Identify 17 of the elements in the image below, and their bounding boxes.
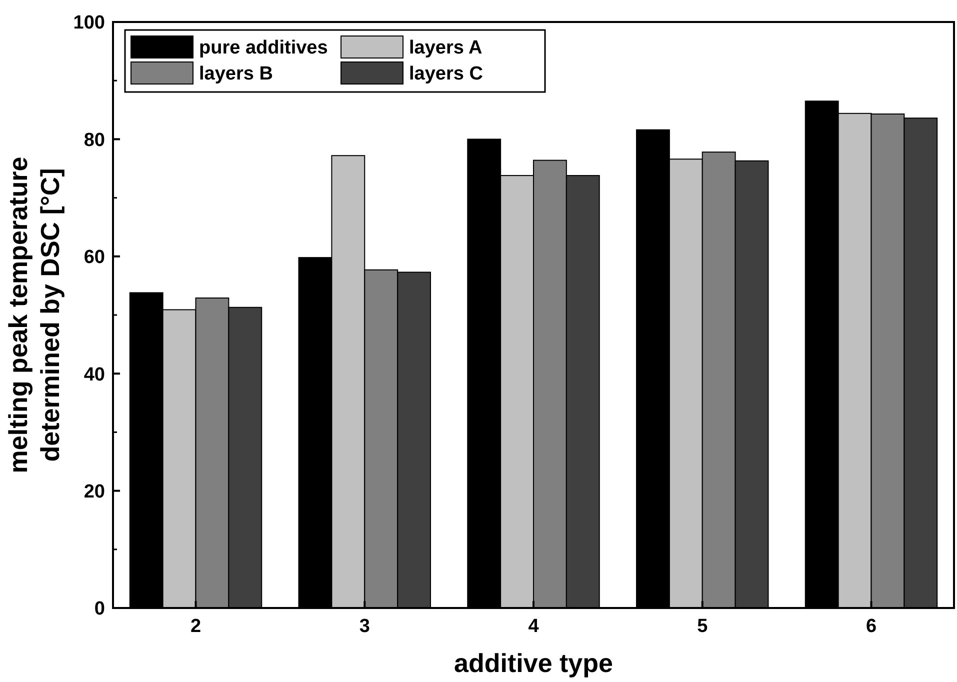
legend-label: layers A bbox=[409, 38, 483, 59]
y-tick-label: 20 bbox=[84, 481, 105, 502]
x-tick-label: 4 bbox=[528, 616, 540, 637]
y-axis-title: melting peak temperature determined by DSC [°C] bbox=[3, 156, 65, 474]
y-tick-label: 60 bbox=[84, 247, 105, 268]
y-tick-label: 100 bbox=[73, 12, 105, 34]
x-tick-label: 2 bbox=[190, 616, 202, 637]
legend-label: pure additives bbox=[199, 38, 328, 59]
legend-label: layers C bbox=[409, 64, 484, 85]
x-tick-label: 5 bbox=[697, 616, 708, 637]
x-axis-title: additive type bbox=[454, 648, 613, 678]
legend-label: layers B bbox=[199, 64, 273, 85]
y-tick-label: 80 bbox=[84, 130, 105, 151]
x-tick-label: 3 bbox=[359, 616, 370, 637]
y-tick-label: 40 bbox=[84, 364, 105, 386]
x-tick-label: 6 bbox=[866, 616, 877, 637]
y-tick-label: 0 bbox=[94, 598, 105, 620]
